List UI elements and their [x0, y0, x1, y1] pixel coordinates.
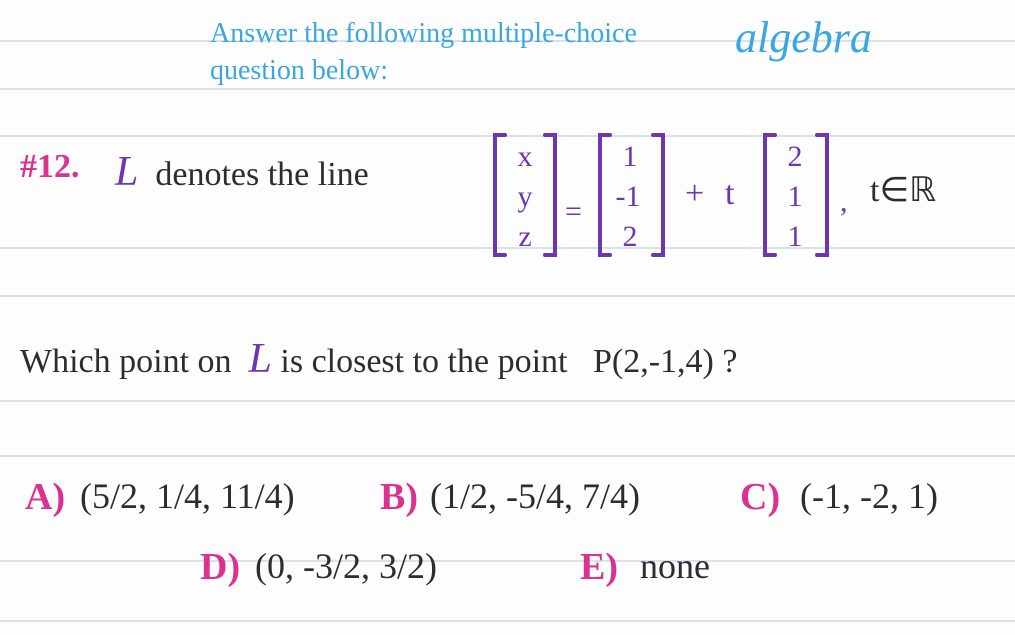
- choice-a-letter[interactable]: A): [25, 475, 65, 519]
- line-variable: L: [115, 149, 138, 195]
- choice-b-letter[interactable]: B): [380, 475, 418, 519]
- question-mark: ?: [722, 343, 737, 380]
- prompt-line-1: Answer the following multiple-choice: [210, 18, 637, 50]
- dir-entry-0: 2: [780, 140, 810, 174]
- rbracket-lhs: [540, 130, 560, 260]
- choice-e-letter[interactable]: E): [580, 545, 618, 589]
- prompt-line-2: question below:: [210, 55, 388, 87]
- lhs-entry-0: x: [510, 140, 540, 174]
- choice-c-letter[interactable]: C): [740, 475, 780, 519]
- dir-entry-2: 1: [780, 220, 810, 254]
- stem-part-2a: Which point on: [20, 343, 232, 380]
- lbracket-lhs: [490, 130, 510, 260]
- target-point: P(2,-1,4): [593, 343, 714, 380]
- lbracket-dir: [760, 130, 780, 260]
- choice-d-text: (0, -3/2, 3/2): [255, 545, 437, 587]
- question-number: #12.: [20, 148, 80, 186]
- domain-sep: ,: [840, 185, 848, 219]
- stem-part-1: denotes the line: [155, 156, 368, 193]
- line-variable-2: L: [249, 336, 272, 382]
- stem-part-2b: is closest to the point: [280, 343, 567, 380]
- choice-d-letter[interactable]: D): [200, 545, 240, 589]
- choice-e-text: none: [640, 545, 710, 587]
- param-t: t: [725, 175, 734, 213]
- point-entry-0: 1: [615, 140, 645, 174]
- choice-b-text: (1/2, -5/4, 7/4): [430, 475, 640, 517]
- lhs-entry-1: y: [510, 180, 540, 214]
- page-content: Answer the following multiple-choice que…: [0, 0, 1015, 635]
- rbracket-dir: [812, 130, 832, 260]
- dir-entry-1: 1: [780, 180, 810, 214]
- stem-line-2: Which point on L is closest to the point…: [20, 335, 737, 383]
- plus-sign: +: [685, 175, 704, 213]
- point-entry-1: -1: [613, 180, 643, 214]
- equals-sign: =: [565, 195, 582, 229]
- choice-a-text: (5/2, 1/4, 11/4): [80, 475, 295, 517]
- point-entry-2: 2: [615, 220, 645, 254]
- lhs-entry-2: z: [510, 220, 540, 254]
- choice-c-text: (-1, -2, 1): [800, 475, 938, 517]
- subject-label: algebra: [735, 12, 872, 63]
- param-domain: t∈ℝ: [870, 170, 936, 210]
- rbracket-point: [648, 130, 668, 260]
- stem-line-1: L denotes the line: [115, 148, 369, 196]
- lbracket-point: [595, 130, 615, 260]
